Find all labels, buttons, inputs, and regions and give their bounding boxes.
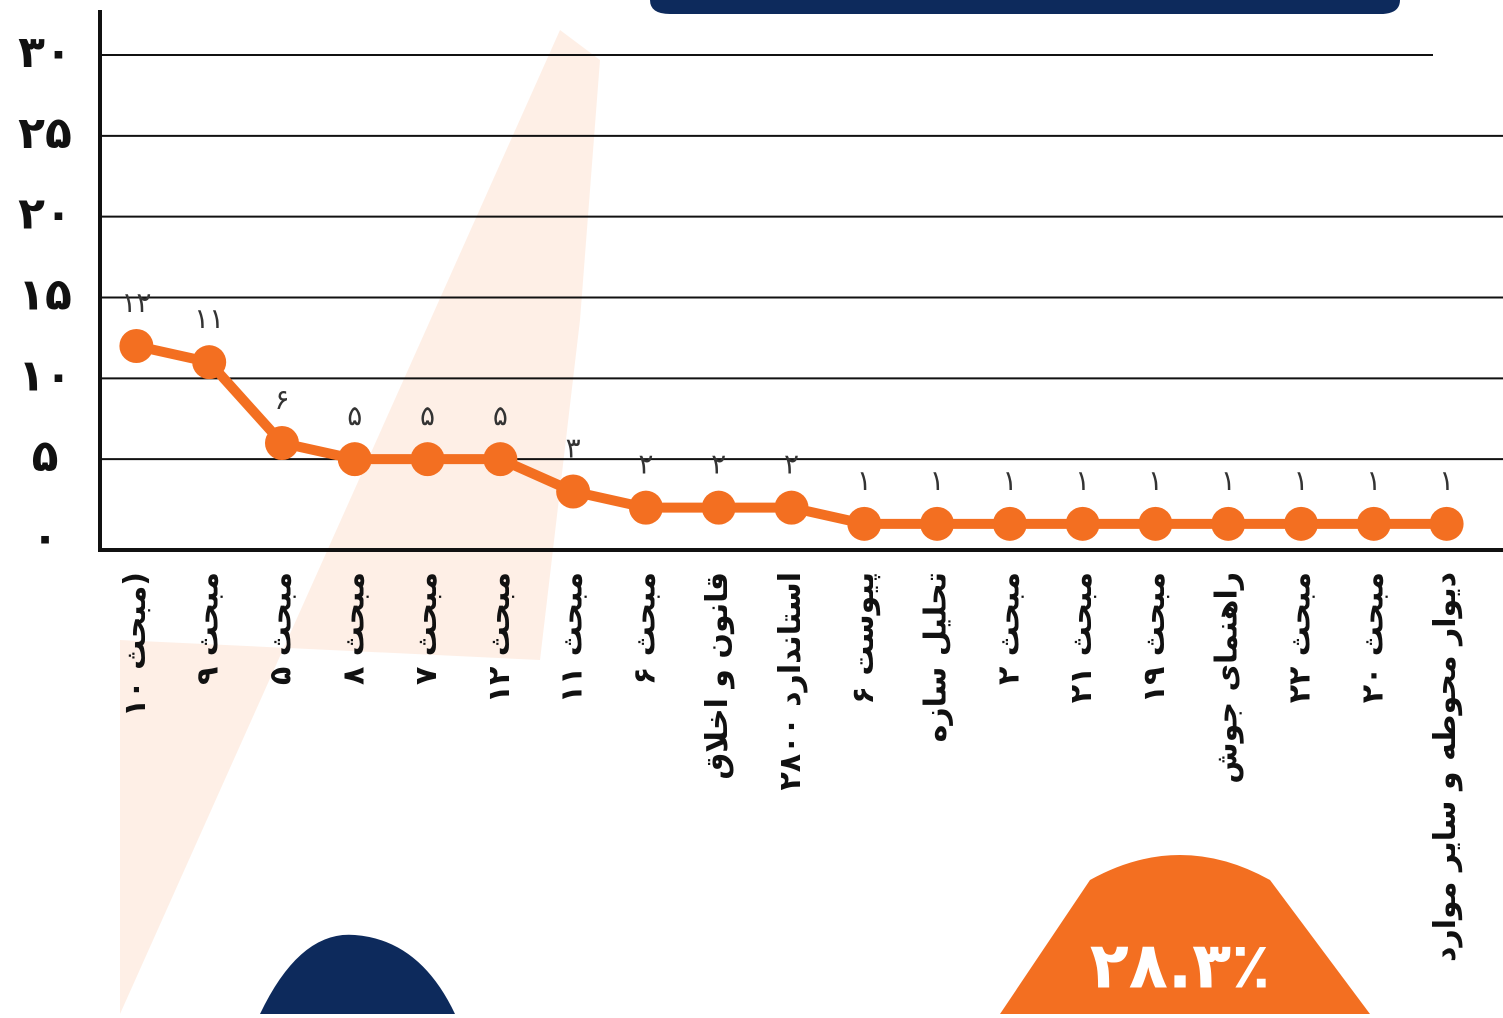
value-label: ۱ [1366,464,1381,497]
value-label: ۲ [638,448,653,481]
point [775,491,809,525]
y-tick-label: ۱۵ [18,270,72,321]
value-label: ۲ [784,448,799,481]
point [338,442,372,476]
point [1211,507,1245,541]
point [119,329,153,363]
point [847,507,881,541]
point [556,475,590,509]
x-tick-label: قانون و اخلاق [700,572,735,780]
point [1357,507,1391,541]
x-tick-label: مبحث ۲۲ [1283,572,1318,703]
x-tick-label: پیوست ۶ [846,572,881,704]
point [265,426,299,460]
y-tick-label: ۲۰ [18,189,72,240]
x-tick-label: مبحث ۱۱ [555,572,590,703]
x-tick-label: مبحث ۲۱ [1064,572,1099,703]
point [1066,507,1100,541]
x-tick-label: مبحث ۵ [263,572,298,685]
value-label: ۱ [1002,464,1017,497]
x-tick-label: استاندارد ۲۸۰۰ [773,572,808,791]
value-label: ۱۲ [121,286,151,319]
x-tick-label: مبحث ۱۲ [482,572,517,703]
annotation: ۲۸.۳٪ [1090,930,1271,1004]
x-tick-label: مبحث ۱۹ [1137,572,1172,703]
point [1138,507,1172,541]
value-label: ۱ [930,464,945,497]
x-tick-label: تحلیل سازه [919,572,954,742]
point [192,345,226,379]
point [702,491,736,525]
point [920,507,954,541]
x-tick-label: مبحث ۶ [627,572,662,685]
value-label: ۱ [1294,464,1309,497]
chart: ۲۸.۳٪ ۰۵۱۰۱۵۲۰۲۵۳۰مبحث ۱۰)مبحث ۹مبحث ۵مب… [0,0,1503,1014]
point [1284,507,1318,541]
y-tick-label: ۰ [32,512,59,563]
value-label: ۱ [1148,464,1163,497]
value-label: ۲ [711,448,726,481]
point [629,491,663,525]
x-tick-label: مبحث ۷ [409,572,444,685]
x-tick-label: مبحث ۲ [991,572,1026,685]
value-label: ۱ [857,464,872,497]
x-tick-label: راهنمای جوش [1210,572,1245,784]
point [483,442,517,476]
x-tick-label: دیوار محوطه و سایر موارد [1428,572,1463,962]
value-label: ۱ [1221,464,1236,497]
value-label: ۳ [566,432,581,465]
x-tick-label: مبحث ۹ [191,572,226,685]
point [993,507,1027,541]
x-tick-label: مبحث ۱۰) [118,572,153,717]
y-tick-label: ۵ [32,431,59,482]
y-tick-label: ۳۰ [18,27,72,78]
point [411,442,445,476]
x-tick-label: مبحث ۲۰ [1355,572,1390,703]
page: ۲۸.۳٪ ۰۵۱۰۱۵۲۰۲۵۳۰مبحث ۱۰)مبحث ۹مبحث ۵مب… [0,0,1503,1014]
value-label: ۱ [1439,464,1454,497]
value-label: ۶ [274,383,289,416]
x-tick-label: مبحث ۸ [336,572,371,685]
y-tick-label: ۱۰ [18,350,72,401]
value-label: ۵ [493,399,508,432]
value-label: ۱ [1075,464,1090,497]
value-label: ۵ [420,399,435,432]
value-label: ۱۱ [194,302,224,335]
y-tick-label: ۲۵ [18,108,72,159]
value-label: ۵ [347,399,362,432]
point [1430,507,1464,541]
